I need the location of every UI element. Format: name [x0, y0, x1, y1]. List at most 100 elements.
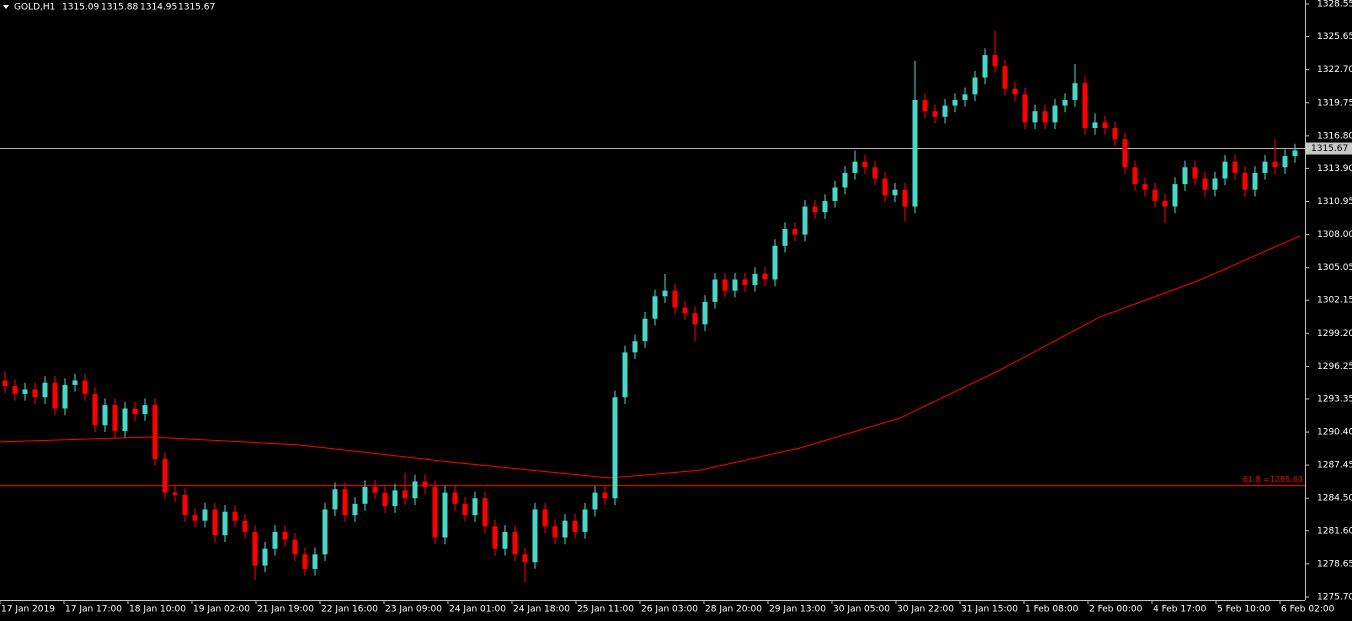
candle-body: [1112, 128, 1118, 140]
candle-body: [192, 515, 198, 521]
candle-body: [372, 487, 378, 493]
y-tick-label: 1287.45: [1317, 461, 1352, 471]
candle-body: [802, 206, 808, 235]
x-tick-label: 4 Feb 17:00: [1153, 605, 1207, 615]
y-tick-label: 1310.95: [1317, 197, 1352, 207]
candle-body: [282, 531, 288, 540]
y-tick-label: 1308.00: [1317, 230, 1352, 240]
candle-body: [152, 405, 158, 459]
candle-body: [202, 509, 208, 521]
candle-body: [682, 307, 688, 314]
y-tick-label: 1316.80: [1317, 131, 1352, 141]
y-tick-label: 1281.60: [1317, 526, 1352, 536]
candle-body: [302, 554, 308, 569]
menu-arrow[interactable]: [3, 5, 9, 9]
candle-body: [522, 554, 528, 563]
candle-body: [422, 481, 428, 488]
candle-body: [442, 492, 448, 538]
candle-body: [1102, 122, 1108, 129]
candle-body: [1042, 111, 1048, 123]
candle-body: [552, 526, 558, 538]
candle-body: [912, 99, 918, 207]
ohlc-value: 1315.67: [178, 3, 215, 13]
candle-body: [1082, 83, 1088, 129]
candle-body: [42, 382, 48, 398]
candle-body: [72, 380, 78, 385]
candle-body: [992, 55, 998, 67]
candle-body: [882, 178, 888, 196]
level-label: 61.8 =1285.63: [1243, 475, 1303, 484]
candle-body: [112, 405, 118, 431]
candle-body: [242, 520, 248, 532]
candle-body: [402, 490, 408, 499]
x-tick-label: 26 Jan 03:00: [641, 605, 698, 615]
candle-body: [952, 99, 958, 106]
candle-body: [672, 290, 678, 308]
candle-body: [32, 389, 38, 398]
candle-body: [482, 498, 488, 527]
candle-body: [462, 503, 468, 516]
candle-body: [822, 200, 828, 213]
candle-body: [1002, 66, 1008, 89]
y-tick-label: 1322.70: [1317, 65, 1352, 75]
x-tick-label: 17 Jan 17:00: [65, 605, 122, 615]
x-tick-label: 5 Feb 10:00: [1217, 605, 1271, 615]
candle-body: [12, 386, 18, 394]
candle-body: [632, 341, 638, 353]
candle-body: [1152, 189, 1158, 201]
candle-body: [902, 189, 908, 207]
y-tick-label: 1325.65: [1317, 32, 1352, 42]
x-tick-label: 6 Feb 02:00: [1281, 605, 1335, 615]
candle-body: [922, 99, 928, 112]
candle-body: [52, 382, 58, 409]
candle-body: [542, 509, 548, 527]
candle-body: [362, 487, 368, 504]
candle-body: [472, 498, 478, 516]
candle-body: [132, 408, 138, 415]
candle-body: [1272, 161, 1278, 168]
candle-body: [502, 531, 508, 549]
candle-body: [792, 228, 798, 235]
candle-body: [972, 77, 978, 95]
candle-body: [432, 487, 438, 538]
x-tick-label: 28 Jan 20:00: [705, 605, 762, 615]
y-tick-label: 1302.15: [1317, 296, 1352, 306]
moving-average: [0, 235, 1301, 479]
candle-body: [272, 531, 278, 549]
y-tick-label: 1275.70: [1317, 592, 1352, 602]
y-tick-label: 1328.55: [1317, 0, 1352, 10]
candle-body: [1212, 178, 1218, 190]
y-tick-label: 1296.25: [1317, 362, 1352, 372]
candle-body: [602, 492, 608, 499]
candle-body: [872, 167, 878, 179]
candle-body: [102, 405, 108, 426]
candle-body: [1232, 161, 1238, 173]
candle-body: [162, 458, 168, 493]
candle-body: [1022, 94, 1028, 123]
candle-body: [702, 301, 708, 325]
price-box: [1306, 142, 1352, 155]
y-tick-label: 1278.65: [1317, 559, 1352, 569]
candle-body: [342, 489, 348, 516]
candle-body: [1092, 122, 1098, 129]
candle-body: [492, 526, 498, 549]
x-tick-label: 31 Jan 15:00: [961, 605, 1018, 615]
candle-body: [942, 105, 948, 117]
candle-body: [662, 290, 668, 297]
candle-body: [622, 352, 628, 398]
candle-body: [1252, 172, 1258, 190]
candle-body: [142, 405, 148, 415]
candle-body: [982, 55, 988, 78]
candle-body: [262, 548, 268, 566]
y-tick-label: 1284.50: [1317, 494, 1352, 504]
candle-body: [782, 228, 788, 246]
candle-body: [852, 161, 858, 173]
candle-body: [582, 509, 588, 532]
candle-body: [92, 393, 98, 426]
candle-body: [652, 296, 658, 319]
candle-body: [322, 509, 328, 555]
x-tick-label: 24 Jan 18:00: [513, 605, 570, 615]
candle-body: [812, 206, 818, 213]
